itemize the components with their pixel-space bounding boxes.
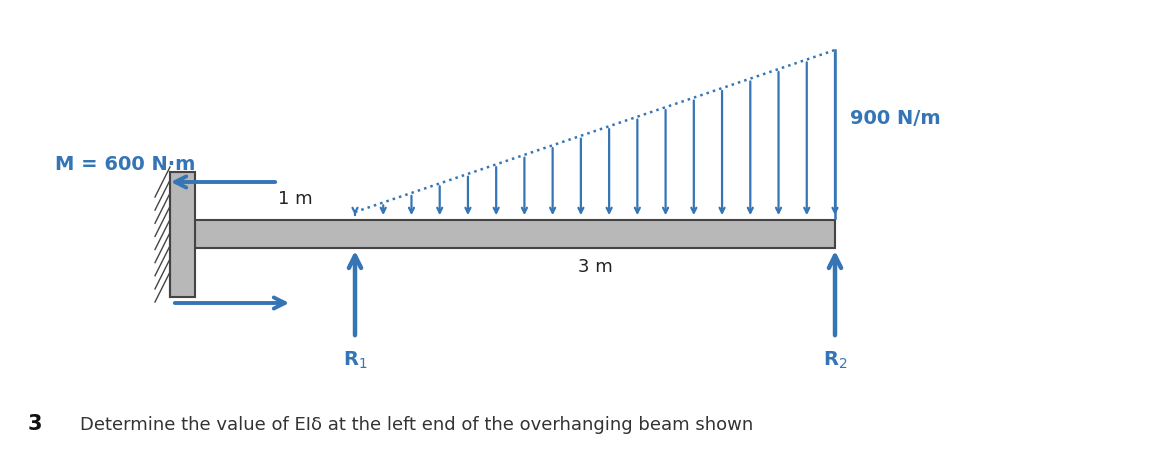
Text: 3: 3 (28, 414, 42, 434)
Text: 3 m: 3 m (577, 258, 612, 276)
Text: 1 m: 1 m (278, 190, 312, 208)
Text: Determine the value of EIδ at the left end of the overhanging beam shown: Determine the value of EIδ at the left e… (80, 416, 753, 434)
Text: R$_2$: R$_2$ (823, 350, 848, 371)
Bar (170, 172, 195, 297)
Bar (195, 220, 835, 248)
Text: M = 600 N·m: M = 600 N·m (55, 155, 196, 174)
Text: R$_1$: R$_1$ (343, 350, 367, 371)
Text: 900 N/m: 900 N/m (850, 109, 941, 128)
